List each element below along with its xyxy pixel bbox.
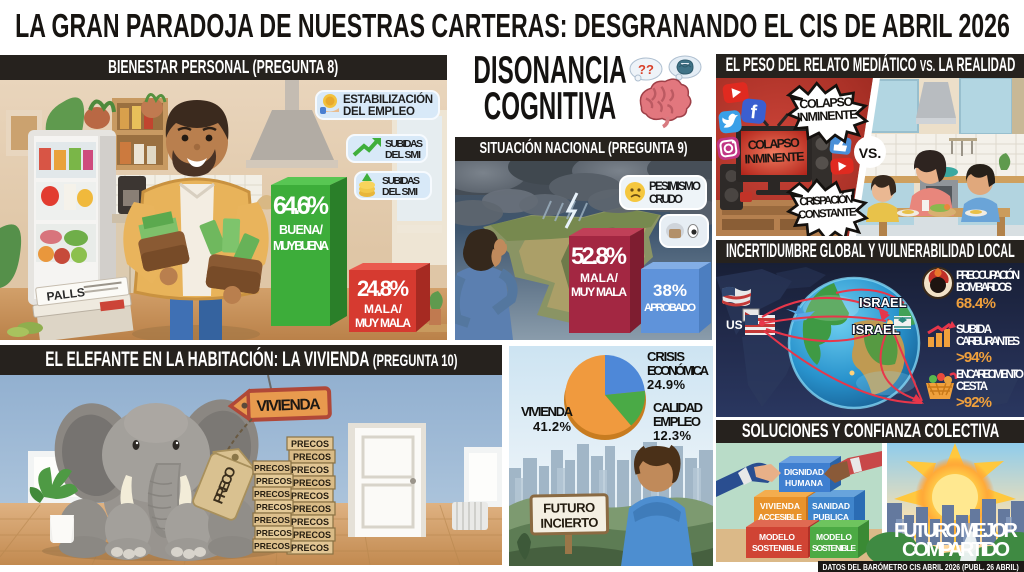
svg-text:PRECOS: PRECOS	[293, 530, 331, 540]
svg-text:68.4%: 68.4%	[956, 295, 996, 312]
svg-text:MALA/: MALA/	[580, 271, 619, 285]
svg-text:>92%: >92%	[956, 394, 992, 411]
svg-text:ESTABILIZACIÓN: ESTABILIZACIÓN	[343, 93, 433, 106]
svg-text:SOSTENIBLE: SOSTENIBLE	[752, 543, 802, 553]
svg-text:PRECOS: PRECOS	[256, 528, 292, 538]
svg-text:DIGNIDAD: DIGNIDAD	[784, 467, 824, 477]
svg-text:INMINENTE: INMINENTE	[797, 107, 858, 124]
svg-text:ENCARECIMIENTO: ENCARECIMIENTO	[956, 369, 1024, 381]
svg-text:VIVIENDA: VIVIENDA	[521, 404, 574, 419]
svg-text:MALA/: MALA/	[364, 302, 403, 316]
svg-text:PRECOS: PRECOS	[293, 504, 331, 514]
svg-text:PRECOS: PRECOS	[291, 543, 329, 553]
svg-text:PRECOS: PRECOS	[254, 463, 290, 473]
svg-text:PRECOS: PRECOS	[256, 476, 292, 486]
svg-text:PREOCUPACIÓN: PREOCUPACIÓN	[956, 269, 1020, 282]
svg-text:FUTURO MEJOR: FUTURO MEJOR	[894, 520, 1019, 542]
svg-text:INMINENTE: INMINENTE	[744, 149, 805, 166]
svg-text:PRECOS: PRECOS	[256, 502, 292, 512]
svg-text:PALLS: PALLS	[46, 285, 86, 304]
svg-text:PESIMISMO: PESIMISMO	[649, 181, 701, 193]
svg-text:DEL SMI: DEL SMI	[382, 186, 418, 198]
svg-text:MUY MALA: MUY MALA	[355, 316, 411, 330]
svg-text:CONSTANTE: CONSTANTE	[798, 206, 857, 221]
svg-text:PRECOS: PRECOS	[254, 489, 290, 499]
svg-text:MODELO: MODELO	[816, 532, 852, 542]
svg-text:PRECOS: PRECOS	[291, 491, 329, 501]
svg-text:ISRAEL: ISRAEL	[852, 322, 900, 337]
svg-text:MODELO: MODELO	[759, 532, 795, 542]
svg-text:24.9%: 24.9%	[647, 377, 685, 392]
svg-text:CESTA: CESTA	[956, 381, 988, 393]
svg-text:INCIERTO: INCIERTO	[540, 515, 598, 531]
svg-text:US: US	[726, 318, 743, 332]
svg-text:DEL SMI: DEL SMI	[385, 149, 421, 161]
svg-text:24.8%: 24.8%	[357, 276, 409, 301]
svg-text:SANIDAD: SANIDAD	[812, 501, 850, 511]
svg-text:SUBIDAS: SUBIDAS	[385, 138, 423, 150]
svg-text:BUENA/: BUENA/	[279, 223, 324, 237]
svg-text:ACCESIBLE: ACCESIBLE	[758, 512, 802, 522]
svg-text:38%: 38%	[653, 281, 687, 300]
svg-text:52.8%: 52.8%	[571, 243, 627, 270]
svg-text:CALIDAD: CALIDAD	[653, 400, 703, 415]
svg-text:EMPLEO: EMPLEO	[653, 414, 701, 429]
svg-text:>94%: >94%	[956, 349, 992, 366]
svg-text:64.6%: 64.6%	[273, 192, 329, 220]
svg-text:HUMANA: HUMANA	[785, 478, 823, 488]
svg-text:VIVIENDA: VIVIENDA	[256, 396, 321, 415]
svg-text:PRECOS: PRECOS	[291, 465, 329, 475]
svg-text:BOMBARDOS: BOMBARDOS	[956, 282, 1012, 294]
svg-text:APROBADO: APROBADO	[644, 302, 696, 314]
svg-text:CARBURANTES: CARBURANTES	[956, 336, 1020, 348]
svg-text:12.3%: 12.3%	[653, 428, 691, 443]
svg-text:MUY MALA: MUY MALA	[571, 285, 627, 299]
svg-text:PRECOS: PRECOS	[291, 517, 329, 527]
svg-text:COMPARTIDO: COMPARTIDO	[902, 539, 1010, 561]
svg-text:PRECOS: PRECOS	[293, 478, 331, 488]
svg-text:PRECOS: PRECOS	[291, 439, 329, 449]
svg-text:COLAPSO: COLAPSO	[747, 136, 800, 153]
svg-text:PUBLICA: PUBLICA	[813, 512, 849, 522]
svg-text:SOSTENIBLE: SOSTENIBLE	[812, 543, 856, 553]
svg-text:PRECOS: PRECOS	[254, 515, 290, 525]
svg-text:ECONÓMICA: ECONÓMICA	[647, 363, 710, 378]
svg-text:CRISIS: CRISIS	[647, 349, 685, 364]
svg-text:ISRAEL: ISRAEL	[859, 295, 907, 310]
svg-text:CRUDO: CRUDO	[649, 194, 683, 206]
svg-text:PRECOS: PRECOS	[293, 452, 331, 462]
svg-text:PRECOS: PRECOS	[254, 541, 290, 551]
svg-text:??: ??	[638, 62, 654, 77]
svg-text:f: f	[749, 102, 758, 124]
svg-text:VIVIENDA: VIVIENDA	[760, 501, 800, 511]
svg-text:MUY BUENA: MUY BUENA	[273, 239, 329, 253]
svg-text:FUTURO: FUTURO	[543, 500, 595, 516]
svg-text:41.2%: 41.2%	[533, 419, 571, 434]
svg-text:COLAPSO: COLAPSO	[799, 95, 854, 112]
svg-text:CRISPACIÓN: CRISPACIÓN	[799, 193, 854, 209]
svg-text:SUBIDA: SUBIDA	[956, 324, 992, 336]
svg-text:SUBIDAS: SUBIDAS	[382, 175, 420, 187]
svg-text:DEL EMPLEO: DEL EMPLEO	[343, 106, 415, 118]
svg-text:VS.: VS.	[859, 145, 882, 161]
